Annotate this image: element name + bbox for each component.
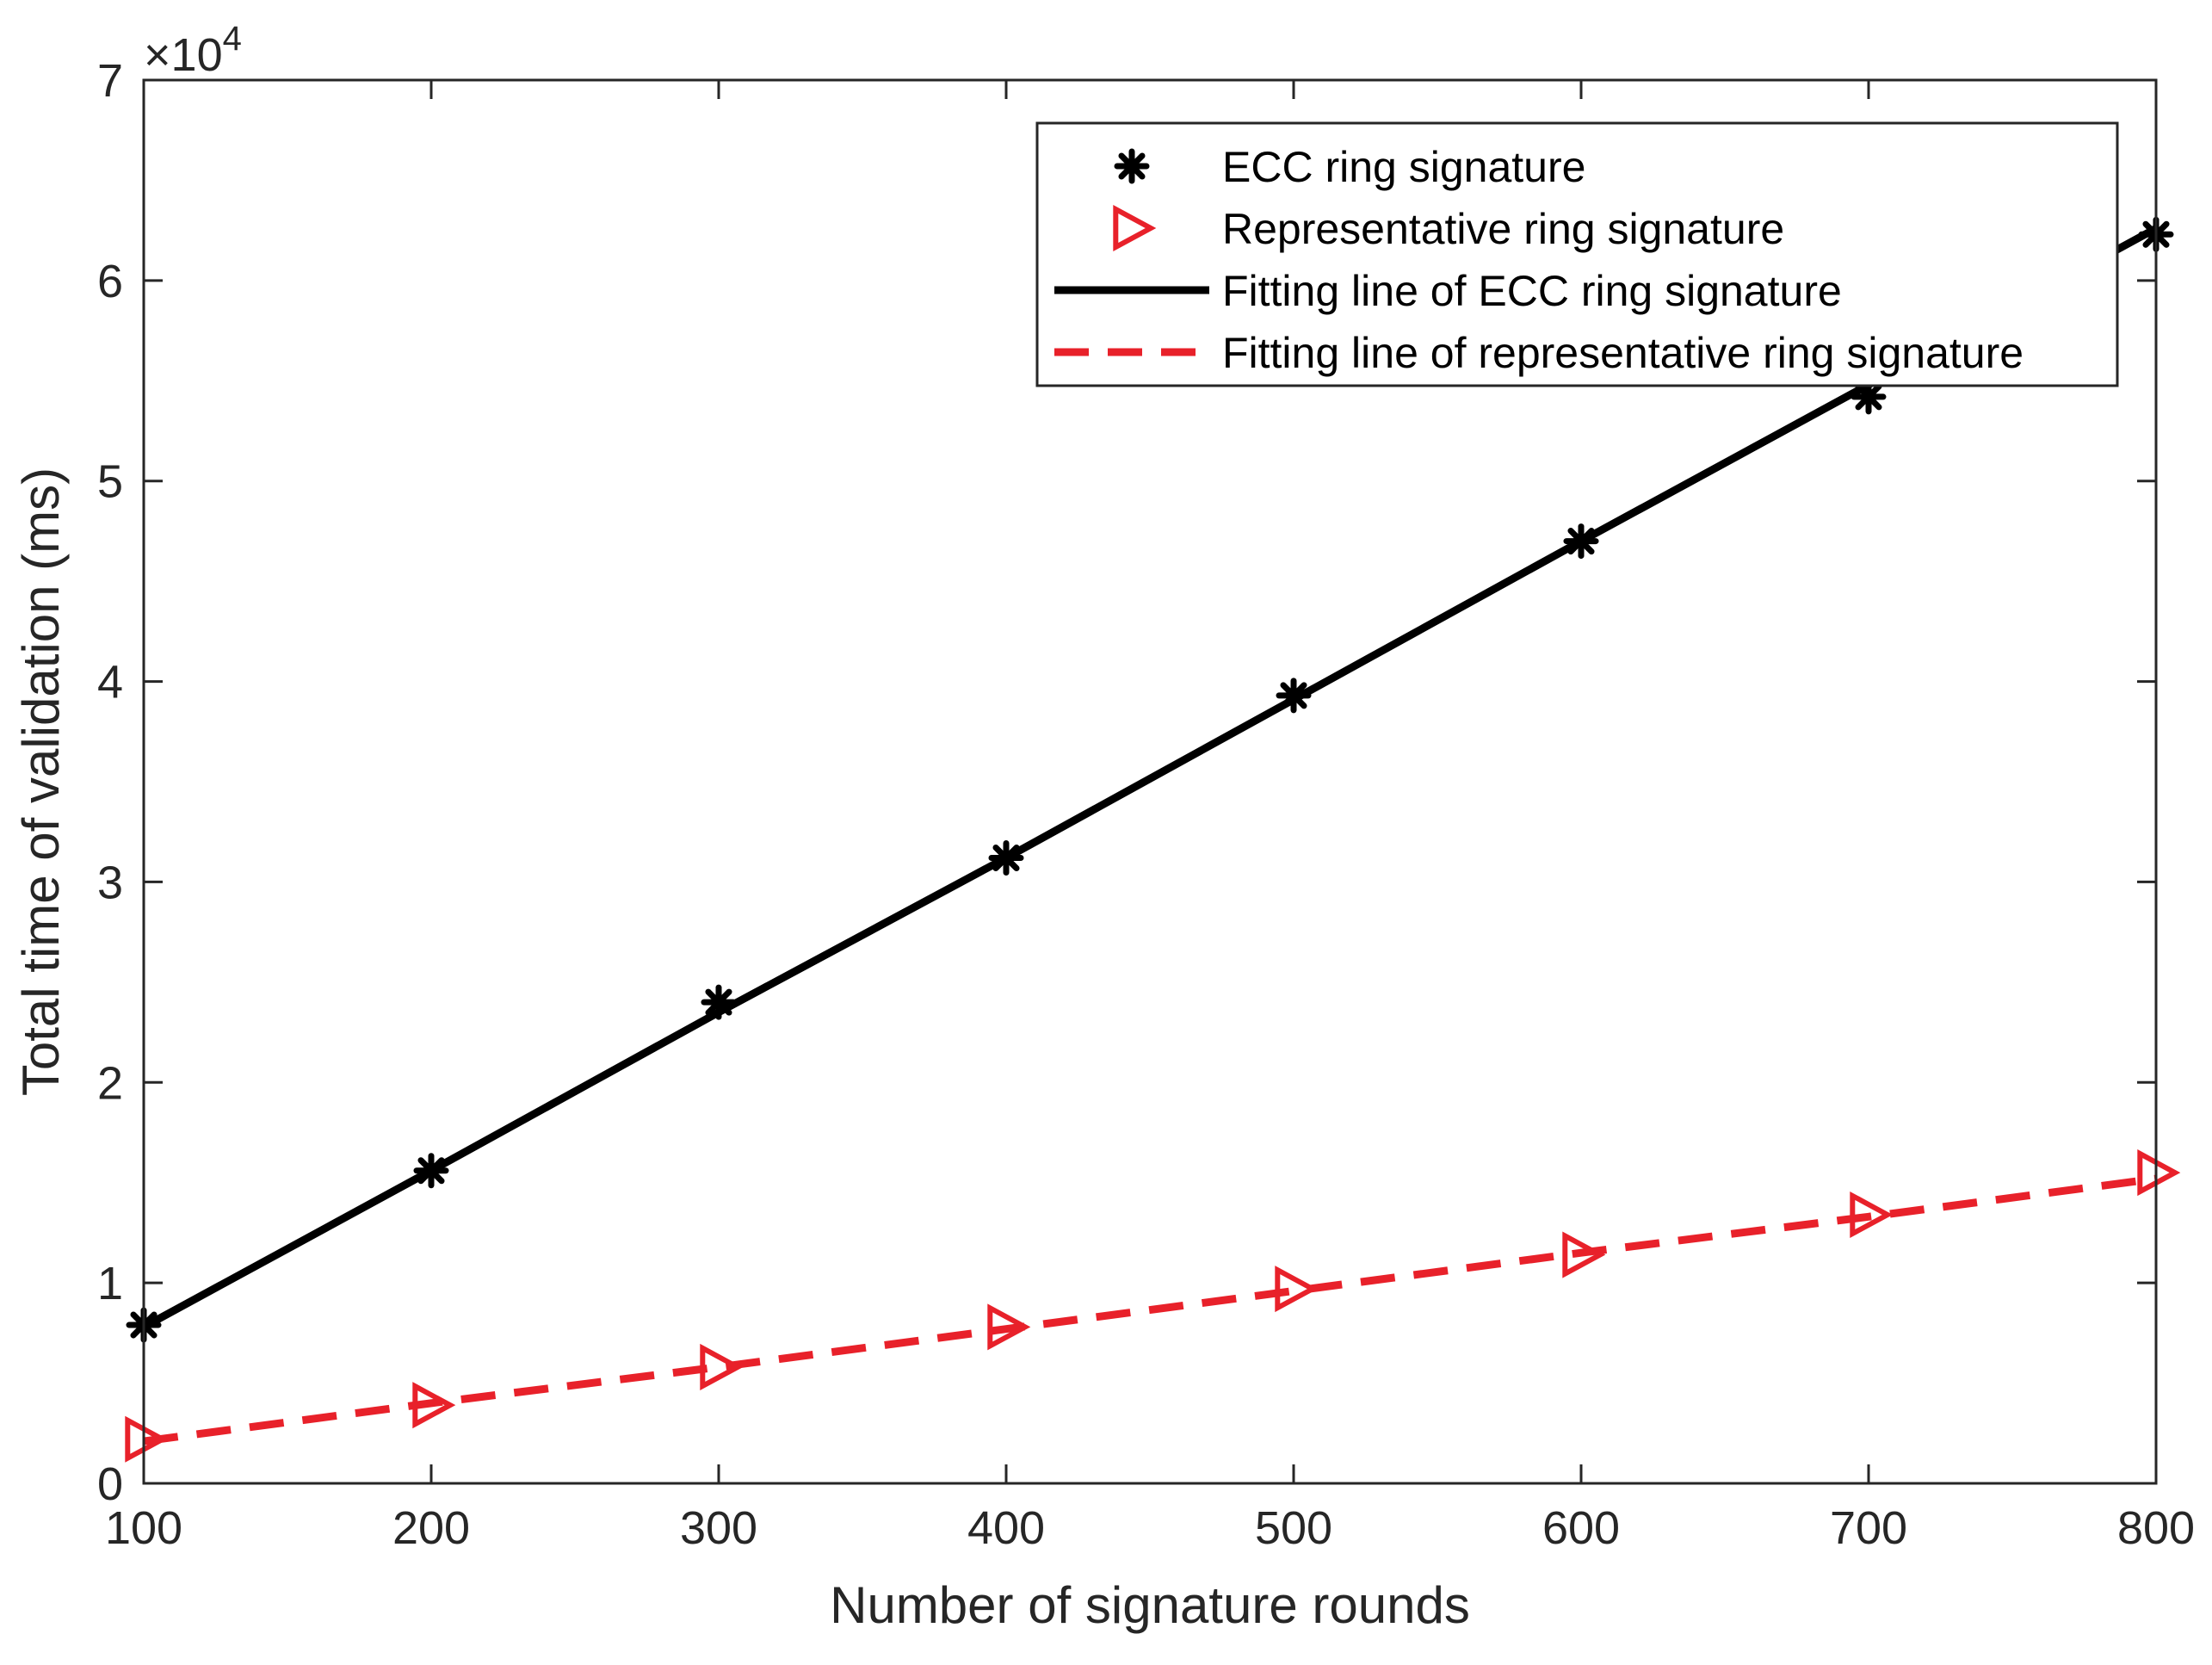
y-tick-label-20000: 2 xyxy=(97,1057,123,1109)
y-tick-label-70000: 7 xyxy=(97,55,123,107)
y-tick-label-10000: 1 xyxy=(97,1258,123,1309)
series-0-point-700 xyxy=(1851,379,1887,415)
legend-label-0: ECC ring signature xyxy=(1222,143,1585,191)
legend-label-3: Fitting line of representative ring sign… xyxy=(1222,329,2024,377)
series-1-point-100 xyxy=(125,1415,169,1463)
legend: ECC ring signature Representative ring si… xyxy=(1035,121,2119,387)
y-tick-label-0: 0 xyxy=(97,1458,123,1510)
x-tick-label-100: 100 xyxy=(105,1502,182,1554)
legend-label-1: Representative ring signature xyxy=(1222,205,1784,253)
y-tick-label-60000: 6 xyxy=(97,256,123,307)
legend-label-2: Fitting line of ECC ring signature xyxy=(1222,267,1842,315)
axis-tick-labels: 100 200 300 400 500 600 700 800 0 1 2 3 4 5 6 7 xyxy=(97,55,2195,1554)
series-1-point-500 xyxy=(1275,1266,1319,1313)
x-tick-label-600: 600 xyxy=(1542,1502,1620,1554)
x-tick-label-400: 400 xyxy=(967,1502,1045,1554)
series-1-point-800 xyxy=(2137,1149,2181,1197)
legend-items: ECC ring signature Representative ring si… xyxy=(1054,143,2024,377)
plot-lines xyxy=(141,225,2159,1445)
series-1-point-600 xyxy=(1562,1231,1606,1278)
series-0-point-300 xyxy=(701,984,737,1020)
x-axis-label: Number of signature rounds xyxy=(830,1576,1470,1634)
series-0-point-400 xyxy=(988,839,1024,876)
series-1-point-400 xyxy=(987,1303,1031,1351)
x-tick-label-700: 700 xyxy=(1830,1502,1907,1554)
x-tick-label-800: 800 xyxy=(2117,1502,2195,1554)
series-1-point-200 xyxy=(412,1382,456,1429)
y-axis-exponent: ×104 xyxy=(144,20,242,81)
axis-ticks xyxy=(142,78,2158,1485)
y-tick-label-30000: 3 xyxy=(97,857,123,908)
series-line-3 xyxy=(143,1174,2157,1445)
series-0-point-200 xyxy=(413,1153,449,1189)
y-tick-label-40000: 4 xyxy=(97,657,123,709)
series-0-point-500 xyxy=(1276,678,1312,714)
y-tick-label-50000: 5 xyxy=(97,456,123,508)
x-tick-label-500: 500 xyxy=(1255,1502,1332,1554)
series-0-point-600 xyxy=(1563,523,1599,560)
x-tick-label-200: 200 xyxy=(392,1502,470,1554)
y-axis-exponent-power: 4 xyxy=(223,20,242,58)
legend-symbol-1 xyxy=(1113,204,1157,252)
series-1-point-300 xyxy=(700,1343,744,1390)
y-axis-label: Total time of validation (ms) xyxy=(12,467,70,1096)
y-axis-exponent-base: ×10 xyxy=(144,29,223,81)
plot-area-frame xyxy=(142,78,2158,1485)
series-1-point-700 xyxy=(1850,1191,1894,1239)
series-line-2 xyxy=(141,225,2159,1331)
x-tick-label-300: 300 xyxy=(680,1502,757,1554)
legend-box xyxy=(1035,121,2119,387)
legend-symbol-0 xyxy=(1114,148,1150,184)
